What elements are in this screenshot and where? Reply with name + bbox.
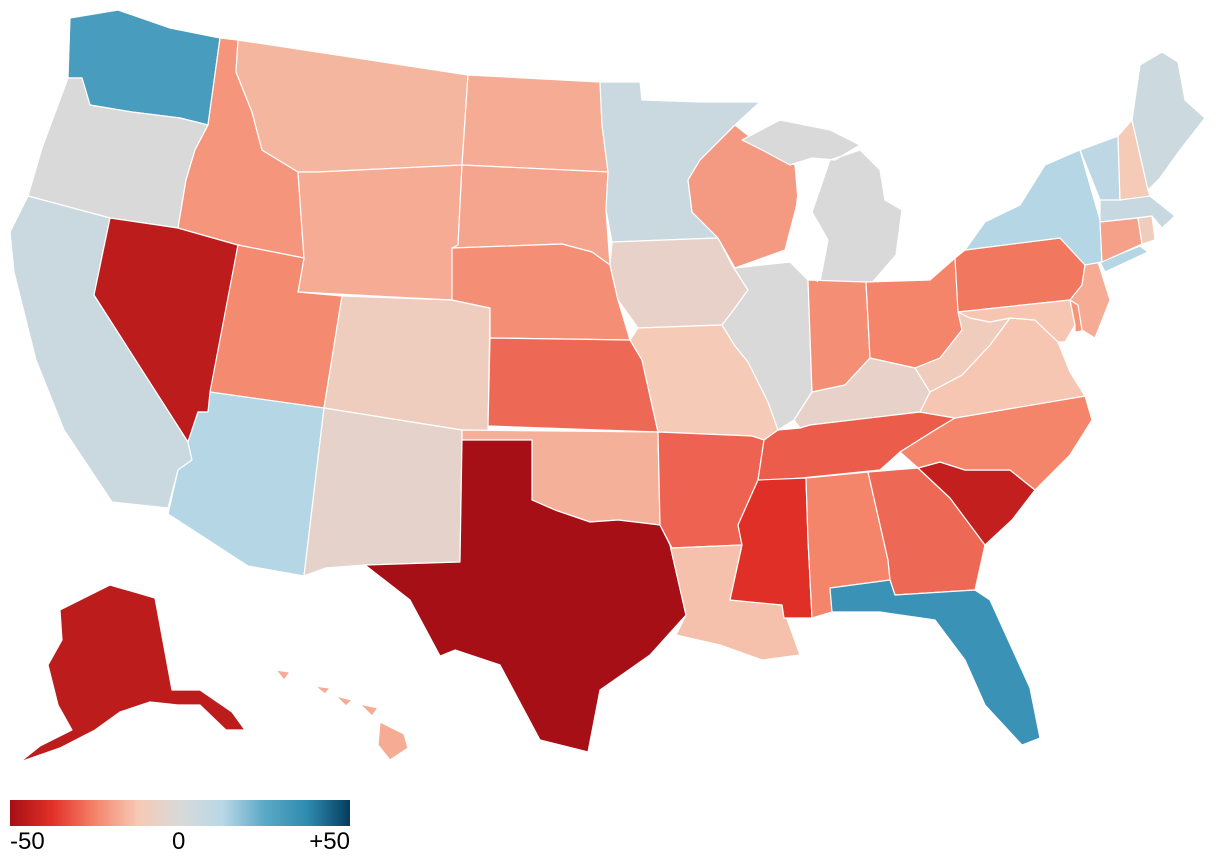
legend-max-label: +50: [309, 828, 350, 855]
state-NJ[interactable]: [1069, 261, 1111, 339]
state-MA[interactable]: [1099, 195, 1176, 229]
state-HI[interactable]: [275, 669, 409, 761]
state-NH[interactable]: [1117, 119, 1151, 201]
legend: -50 0 +50: [10, 800, 350, 856]
state-FL[interactable]: [829, 579, 1041, 746]
state-AK[interactable]: [19, 584, 246, 763]
lake-michigan: [796, 168, 822, 282]
state-ND[interactable]: [461, 74, 609, 173]
legend-min-label: -50: [10, 828, 45, 855]
state-MI[interactable]: [741, 119, 903, 286]
state-KS[interactable]: [487, 337, 659, 433]
state-WY[interactable]: [297, 164, 463, 301]
state-TX[interactable]: [364, 439, 687, 753]
state-NC[interactable]: [899, 395, 1093, 491]
state-NM[interactable]: [303, 407, 463, 577]
legend-color-bar: [10, 800, 350, 826]
state-MT[interactable]: [235, 39, 469, 173]
state-NE[interactable]: [451, 243, 631, 341]
state-ME[interactable]: [1131, 51, 1206, 191]
legend-mid-label: 0: [172, 828, 186, 855]
